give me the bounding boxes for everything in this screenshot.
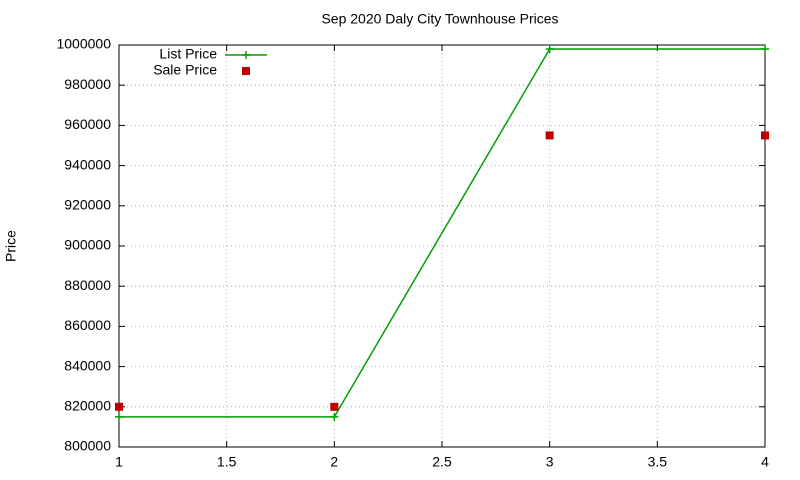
data-point <box>545 45 554 54</box>
x-tick-label: 3.5 <box>648 454 668 470</box>
x-tick-label: 2 <box>330 454 338 470</box>
y-tick-label: 860000 <box>64 317 111 333</box>
x-tick-label: 1 <box>115 454 123 470</box>
plot-border <box>118 44 766 448</box>
legend-label: Sale Price <box>153 62 217 78</box>
data-point <box>545 131 554 140</box>
legend-swatch <box>242 67 250 75</box>
y-tick-label: 920000 <box>64 197 111 213</box>
series-line <box>119 48 765 418</box>
y-tick-label: 820000 <box>64 398 111 414</box>
y-tick-label: 840000 <box>64 357 111 373</box>
x-tick-label: 3 <box>546 454 554 470</box>
data-point <box>115 412 123 421</box>
y-tick-label: 980000 <box>64 76 111 92</box>
data-point <box>761 131 769 140</box>
x-tick-label: 1.5 <box>217 454 237 470</box>
y-tick-label: 900000 <box>64 237 111 253</box>
data-point <box>330 412 339 421</box>
x-tick-label: 4 <box>761 454 769 470</box>
data-point <box>115 402 123 411</box>
chart-title: Sep 2020 Daly City Townhouse Prices <box>321 11 558 27</box>
data-point <box>761 45 769 54</box>
legend-swatch <box>242 51 250 59</box>
y-tick-label: 800000 <box>64 438 111 454</box>
y-tick-label: 1000000 <box>56 36 111 52</box>
y-axis-label: Price <box>3 230 19 262</box>
x-tick-label: 2.5 <box>432 454 452 470</box>
legend-label: List Price <box>159 46 217 62</box>
y-tick-label: 940000 <box>64 156 111 172</box>
y-tick-label: 960000 <box>64 116 111 132</box>
data-point <box>330 402 339 411</box>
y-tick-label: 880000 <box>64 277 111 293</box>
